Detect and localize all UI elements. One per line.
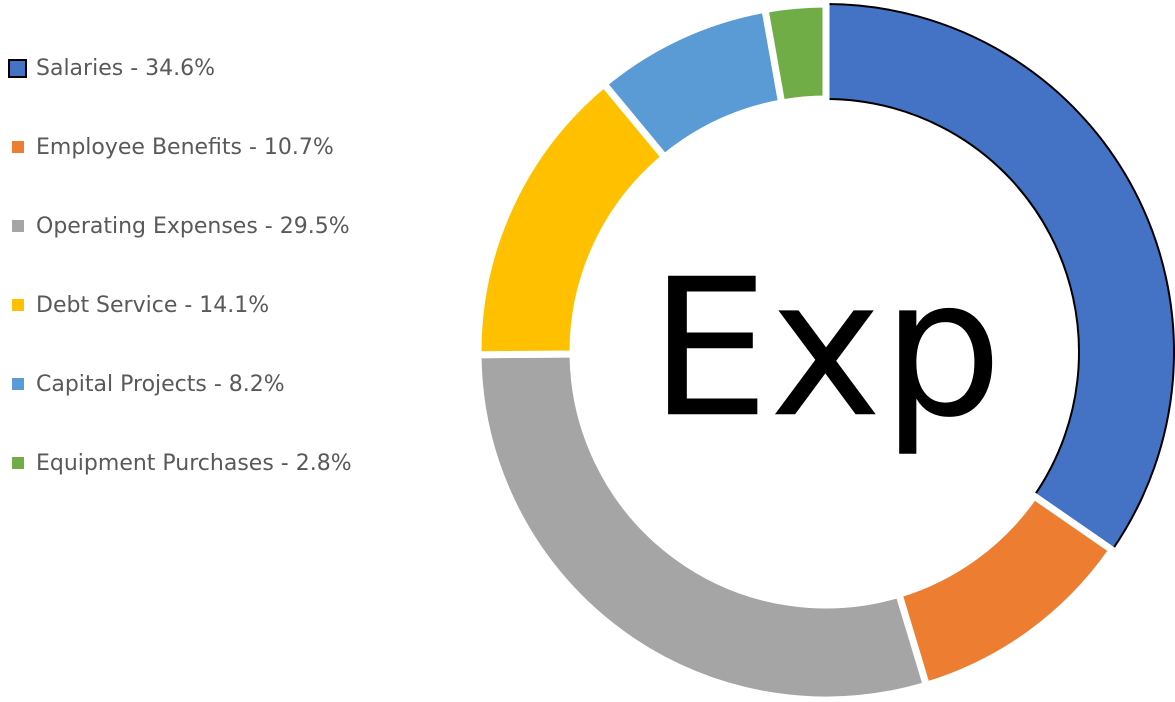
legend-swatch (12, 141, 24, 153)
legend-swatch (12, 220, 24, 232)
legend-label: Employee Benefits - 10.7% (36, 135, 334, 160)
donut-slice (894, 491, 1118, 690)
legend-label: Salaries - 34.6% (36, 56, 215, 81)
legend-label: Operating Expenses - 29.5% (36, 214, 350, 239)
center-label: Exp (649, 238, 1002, 459)
donut-slice (474, 350, 931, 702)
donut (474, 0, 1175, 702)
donut-slice (825, 2, 1175, 552)
legend-label: Debt Service - 14.1% (36, 293, 269, 318)
donut-slice (760, 0, 830, 107)
legend-swatch (12, 378, 24, 390)
legend-swatch (12, 457, 24, 469)
legend-swatch (8, 59, 27, 78)
legend-label: Equipment Purchases - 2.8% (36, 451, 352, 476)
legend-label: Capital Projects - 8.2% (36, 372, 285, 397)
legend-swatch (12, 299, 24, 311)
